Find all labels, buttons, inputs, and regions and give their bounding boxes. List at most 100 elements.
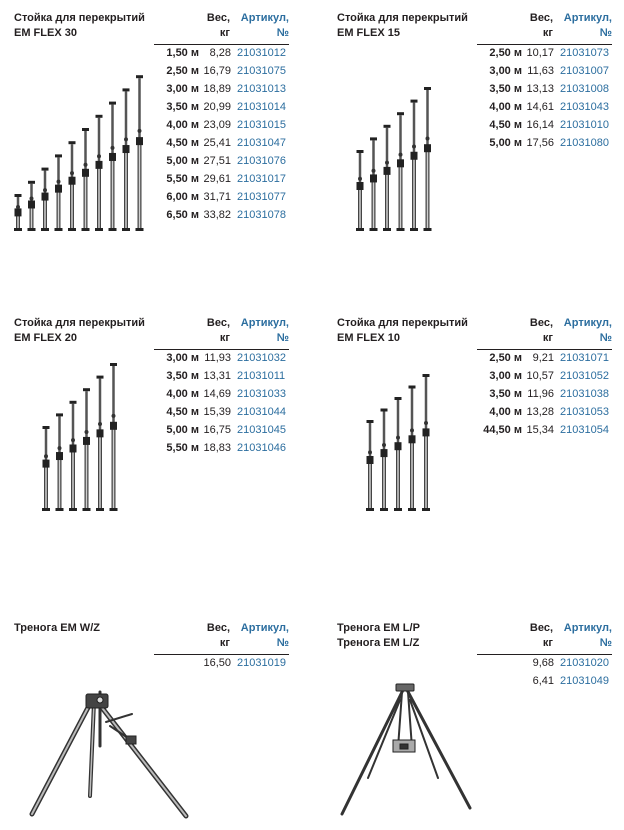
table-row: 4,00 м 14,61 21031043 [462, 99, 612, 115]
article-cell: 21031014 [237, 101, 286, 113]
product-title: Стойка для перекрытий EM FLEX 30 [14, 11, 145, 41]
length-cell: 5,50 м [166, 173, 199, 185]
weight-cell: 18,89 [203, 83, 231, 95]
title-line-1: Стойка для перекрытий [14, 317, 145, 329]
table-row: 4,50 м 16,14 21031010 [462, 117, 612, 133]
table-row: 6,50 м 33,82 21031078 [139, 207, 289, 223]
weight-header-line-2: кг [219, 27, 230, 39]
weight-cell: 20,99 [203, 101, 231, 113]
table-row: 4,00 м 13,28 21031053 [462, 404, 612, 420]
prop-icon [81, 128, 90, 231]
table-row: 4,50 м 25,41 21031047 [139, 135, 289, 151]
product-title: Тренога EM L/P Тренога EM L/Z [337, 621, 420, 651]
article-cell: 21031047 [237, 137, 286, 149]
title-line-2: Тренога EM L/Z [337, 637, 420, 649]
title-line-1: Стойка для перекрытий [337, 317, 468, 329]
weight-cell: 16,79 [203, 65, 231, 77]
length-cell: 4,50 м [489, 119, 522, 131]
weight-cell: 13,31 [203, 370, 231, 382]
weight-header: Вес, кг [513, 11, 553, 41]
weight-cell: 14,61 [526, 101, 554, 113]
tripod-lp-lz-illustration [340, 683, 472, 816]
prop-icon [396, 112, 405, 231]
article-cell: 21031019 [237, 657, 286, 669]
weight-cell: 10,17 [526, 47, 554, 59]
article-header: Артикул, № [231, 621, 289, 651]
table-row: 1,50 м 8,28 21031012 [139, 45, 289, 61]
title-line-1: Стойка для перекрытий [14, 12, 145, 24]
length-cell: 44,50 м [483, 424, 522, 436]
weight-header: Вес, кг [190, 621, 230, 651]
weight-cell: 13,28 [526, 406, 554, 418]
prop-icon [108, 101, 117, 231]
length-cell: 3,50 м [166, 370, 199, 382]
article-cell: 21031073 [560, 47, 609, 59]
article-header: Артикул, № [554, 621, 612, 651]
title-line-2: EM FLEX 20 [14, 332, 77, 344]
length-cell: 2,50 м [166, 65, 199, 77]
product-title: Стойка для перекрытий EM FLEX 10 [337, 316, 468, 346]
weight-header: Вес, кг [190, 11, 230, 41]
table-row: 4,00 м 14,69 21031033 [139, 386, 289, 402]
article-cell: 21031017 [237, 173, 286, 185]
length-cell: 3,50 м [489, 83, 522, 95]
weight-cell: 14,69 [203, 388, 231, 400]
length-cell: 6,00 м [166, 191, 199, 203]
table-row: 3,00 м 18,89 21031013 [139, 81, 289, 97]
article-cell: 21031044 [237, 406, 286, 418]
article-cell: 21031049 [560, 675, 609, 687]
weight-cell: 13,13 [526, 83, 554, 95]
header-divider [154, 44, 289, 45]
article-cell: 21031046 [237, 442, 286, 454]
props-illustration-em-flex-10 [366, 374, 430, 511]
table-row: 3,50 м 20,99 21031014 [139, 99, 289, 115]
article-cell: 21031015 [237, 119, 286, 131]
article-cell: 21031080 [560, 137, 609, 149]
length-cell: 1,50 м [166, 47, 199, 59]
article-header-line-2: № [599, 27, 612, 39]
article-cell: 21031078 [237, 209, 286, 221]
weight-header-line-2: кг [542, 27, 553, 39]
article-cell: 21031075 [237, 65, 286, 77]
weight-cell: 15,34 [526, 424, 554, 436]
length-cell: 3,50 м [166, 101, 199, 113]
article-cell: 21031038 [560, 388, 609, 400]
weight-cell: 8,28 [209, 47, 231, 59]
weight-header-line-1: Вес, [206, 622, 230, 634]
article-cell: 21031010 [560, 119, 609, 131]
table-row: 5,50 м 29,61 21031017 [139, 171, 289, 187]
table-row: 3,00 м 10,57 21031052 [462, 368, 612, 384]
table-row: 9,68 21031020 [462, 655, 612, 671]
article-cell: 21031033 [237, 388, 286, 400]
header-divider [477, 349, 612, 350]
weight-cell: 29,61 [203, 173, 231, 185]
length-cell: 5,00 м [166, 155, 199, 167]
table-row: 3,00 м 11,93 21031032 [139, 350, 289, 366]
article-cell: 21031053 [560, 406, 609, 418]
table-row: 2,50 м 9,21 21031071 [462, 350, 612, 366]
weight-header: Вес, кг [513, 316, 553, 346]
table-row: 4,00 м 23,09 21031015 [139, 117, 289, 133]
table-row: 6,41 21031049 [462, 673, 612, 689]
prop-icon [366, 420, 374, 511]
prop-icon [82, 388, 91, 511]
article-header-line-2: № [276, 27, 289, 39]
weight-header-line-2: кг [219, 332, 230, 344]
article-cell: 21031071 [560, 352, 609, 364]
article-cell: 21031077 [237, 191, 286, 203]
length-cell: 3,00 м [489, 65, 522, 77]
weight-header-line-1: Вес, [206, 12, 230, 24]
article-header-line-2: № [599, 637, 612, 649]
article-header-line-1: Артикул, [240, 12, 289, 24]
table-row: 5,50 м 18,83 21031046 [139, 440, 289, 456]
prop-icon [410, 99, 418, 231]
weight-cell: 9,68 [532, 657, 554, 669]
table-row: 3,50 м 11,96 21031038 [462, 386, 612, 402]
article-cell: 21031076 [237, 155, 286, 167]
prop-icon [369, 137, 378, 231]
weight-header-line-1: Вес, [529, 622, 553, 634]
weight-cell: 9,21 [532, 352, 554, 364]
prop-icon [109, 363, 118, 511]
article-header-line-1: Артикул, [563, 317, 612, 329]
prop-icon [394, 397, 402, 511]
